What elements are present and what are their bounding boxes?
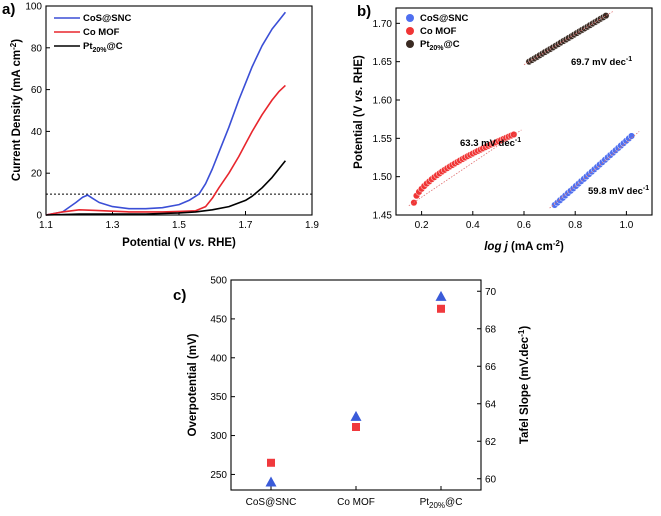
left-y-tick-label: 500 <box>210 276 227 287</box>
y-tick-label: 1.55 <box>373 134 393 145</box>
legend-marker-pt-c <box>406 40 414 48</box>
x-tick-label: 1.1 <box>39 220 53 231</box>
tafel-fit-line-pt20-c <box>523 10 614 66</box>
x-tick-label: 1.0 <box>619 220 633 231</box>
panel-b-fit-lines <box>408 10 640 209</box>
y-tick-label: 0 <box>36 211 42 222</box>
right-y-tick-label: 66 <box>485 362 497 373</box>
panel-b-ticks: 0.2 0.4 0.6 0.8 1.0 1.45 1.50 1.55 1.60 1.65 1.70 <box>373 19 634 231</box>
tafel-annotation-cos-snc: 59.8 mV dec-1 <box>588 185 649 197</box>
x-tick-label: 0.4 <box>466 220 480 231</box>
panel-b: b) 0.2 0.4 0.6 0.8 1.0 1.45 1.50 1.55 1.60 1.65 1.… <box>353 3 653 253</box>
panel-c-ticks: CoS@SNC Co MOF Pt20%@C 250 300 350 400 450 500 60… <box>210 276 496 511</box>
y-tick-label: 1.60 <box>373 96 393 107</box>
tafel-slope-marker-cos-snc <box>265 476 277 487</box>
right-y-tick-label: 70 <box>485 287 497 298</box>
y-tick-label: 1.50 <box>373 172 393 183</box>
panel-b-label: b) <box>357 3 371 20</box>
series-line-cos-snc <box>45 11 287 216</box>
panel-c-left-y-axis-label: Overpotential (mV) <box>187 333 199 436</box>
panel-c-label: c) <box>173 287 186 304</box>
left-y-tick-label: 300 <box>210 431 227 442</box>
overpotential-marker-cos-snc <box>267 458 275 467</box>
x-tick-label: 0.2 <box>415 220 429 231</box>
panel-b-legend: CoS@SNC Co MOF Pt20%@C <box>406 13 468 52</box>
x-tick-label: 0.6 <box>517 220 531 231</box>
data-point-pt20-c <box>602 12 610 20</box>
category-label-co-mof: Co MOF <box>337 497 375 508</box>
y-tick-label: 20 <box>31 169 43 180</box>
panel-b-axes-frame <box>395 7 653 216</box>
left-y-tick-label: 450 <box>210 314 227 325</box>
y-tick-label: 1.45 <box>373 211 393 222</box>
legend-marker-co-mof <box>406 27 414 35</box>
y-tick-label: 100 <box>25 2 42 13</box>
panel-a-legend: CoS@SNC Co MOF Pt20%@C <box>54 13 131 54</box>
tafel-annotation-pt-c: 69.7 mV dec-1 <box>571 56 632 68</box>
legend-label-cos-snc: CoS@SNC <box>420 13 468 24</box>
category-label-cos-snc: CoS@SNC <box>246 497 297 508</box>
left-y-tick-label: 350 <box>210 392 227 403</box>
legend-label-co-mof: Co MOF <box>420 26 457 37</box>
overpotential-marker-pt20-c <box>437 304 445 313</box>
category-label-pt20-c: Pt20%@C <box>420 497 463 510</box>
tafel-annotation-co-mof: 63.3 mV dec-1 <box>460 137 521 149</box>
x-tick-label: 0.8 <box>568 220 582 231</box>
panel-c-series <box>265 290 447 487</box>
panel-a-ticks: 1.1 1.3 1.5 1.7 1.9 0 20 40 60 80 100 <box>25 2 319 232</box>
x-tick-label: 1.7 <box>239 220 253 231</box>
data-point-cos-snc <box>627 132 636 140</box>
legend-label-co-mof: Co MOF <box>83 27 120 38</box>
y-tick-label: 40 <box>31 127 43 138</box>
panel-a: a) 1.1 1.3 1.5 1.7 1.9 0 20 40 60 80 100 CoS@SNC C… <box>2 1 319 249</box>
tafel-slope-marker-pt20-c <box>435 290 447 301</box>
panel-c: c) CoS@SNC Co MOF Pt20%@C 250 300 350 400 450 50… <box>173 276 531 511</box>
panel-b-series <box>410 12 636 209</box>
panel-a-y-axis-label: Current Density (mA cm-2) <box>9 39 23 181</box>
right-y-tick-label: 64 <box>485 399 497 410</box>
tafel-slope-marker-co-mof <box>350 410 362 421</box>
left-y-tick-label: 250 <box>210 470 227 481</box>
series-line-co-mof <box>45 84 286 216</box>
x-tick-label: 1.5 <box>172 220 186 231</box>
y-tick-label: 60 <box>31 85 43 96</box>
x-tick-label: 1.3 <box>106 220 120 231</box>
legend-label-cos-snc: CoS@SNC <box>83 13 131 24</box>
panel-a-series <box>45 11 287 216</box>
y-tick-label: 1.70 <box>373 19 393 30</box>
data-point-co-mof <box>510 130 518 139</box>
x-tick-label: 1.9 <box>305 220 319 231</box>
legend-label-pt-c: Pt20%@C <box>420 39 460 52</box>
panel-a-label: a) <box>2 1 15 18</box>
series-line-pt20-c <box>45 160 287 216</box>
y-tick-label: 1.65 <box>373 57 393 68</box>
panel-b-y-axis-label: Potential (V vs. RHE) <box>353 55 365 169</box>
legend-label-pt-c: Pt20%@C <box>83 41 123 54</box>
panel-a-x-axis-label: Potential (V vs. RHE) <box>122 237 236 249</box>
overpotential-marker-co-mof <box>352 423 360 431</box>
panel-b-x-axis-label: log j (mA cm-2) <box>484 239 564 253</box>
legend-marker-cos-snc <box>406 14 414 22</box>
right-y-tick-label: 62 <box>485 437 497 448</box>
y-tick-label: 80 <box>31 43 43 54</box>
right-y-tick-label: 60 <box>485 474 497 485</box>
left-y-tick-label: 400 <box>210 353 227 364</box>
data-point-co-mof <box>410 199 418 207</box>
right-y-tick-label: 68 <box>485 324 497 335</box>
panel-c-right-y-axis-label: Tafel Slope (mV.dec-1) <box>517 326 531 445</box>
